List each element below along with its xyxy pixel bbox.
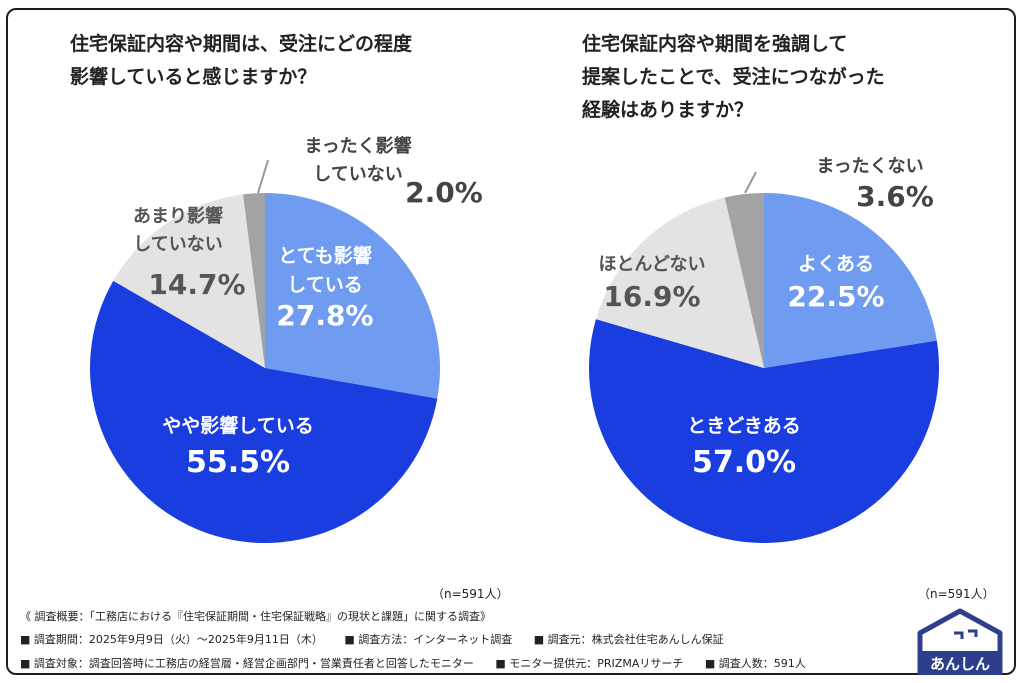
slice-label: やや影響している <box>162 414 313 437</box>
house-logo-icon <box>917 608 1003 675</box>
question-2-line-1: 住宅保証内容や期間を強調して <box>582 33 848 55</box>
slice-value-label: 14.7% <box>148 268 245 301</box>
slice-value-label: 55.5% <box>186 445 290 480</box>
slice-label: まったく影響 <box>304 135 411 157</box>
survey-target: ■ 調査対象：調査回答時に工務店の経営層・経営企画部門・営業責任者と回答したモニ… <box>20 657 474 670</box>
slice-value-label: 2.0% <box>405 176 483 209</box>
survey-overview: 《 調査概要：「工務店における『住宅保証期間・住宅保証戦略』の現状と課題」に関す… <box>20 610 491 623</box>
question-2-line-3: 経験はありますか？ <box>582 99 754 121</box>
slice-value-label: 16.9% <box>603 280 700 313</box>
question-2-line-2: 提案したことで、受注につながった <box>582 66 885 88</box>
question-2-title: 住宅保証内容や期間を強調して 提案したことで、受注につながった 経験はありますか… <box>582 28 885 127</box>
slice-label: していない <box>133 234 222 255</box>
pie-chart-1: とても影響している27.8%やや影響している55.5%あまり影響していない14.… <box>90 135 483 543</box>
anshin-logo: あんしん <box>917 608 1003 675</box>
question-1-line-1: 住宅保証内容や期間は、受注にどの程度 <box>70 33 413 55</box>
pie-slice <box>243 193 265 368</box>
slice-value-label: 27.8% <box>276 299 373 332</box>
survey-organization: ■ 調査元：株式会社住宅あんしん保証 <box>533 633 724 646</box>
pie-slice <box>764 193 937 368</box>
survey-provider: ■ モニター提供元：PRIZMAリサーチ <box>495 657 684 670</box>
question-1-title: 住宅保証内容や期間は、受注にどの程度 影響していると感じますか？ <box>70 28 412 94</box>
slice-label: していない <box>313 164 402 185</box>
leader-line <box>744 171 757 194</box>
survey-method: ■ 調査方法：インターネット調査 <box>344 633 513 646</box>
survey-details-row-2: ■ 調査対象：調査回答時に工務店の経営層・経営企画部門・営業責任者と回答したモニ… <box>20 655 806 671</box>
sample-size-1: （n=591人） <box>432 587 509 601</box>
pie-slice <box>113 194 265 368</box>
survey-count: ■ 調査人数：591人 <box>704 657 806 670</box>
pie-chart-2: よくある 22.5% ときどきある 57.0% ほとんどない 16.9% まったくない 3.6… <box>589 156 939 543</box>
leader-line <box>257 159 269 194</box>
slice-label: ほとんどない <box>598 254 705 275</box>
survey-period: ■ 調査期間：2025年9月9日（火）〜2025年9月11日（木） <box>20 633 323 646</box>
slice-value-label: 57.0% <box>692 445 796 480</box>
pie-slice <box>90 280 438 543</box>
pie-slice <box>589 319 939 543</box>
sample-size-2: （n=591人） <box>918 587 995 601</box>
slice-value-label: 22.5% <box>787 280 884 313</box>
pie-slice <box>724 193 764 368</box>
slice-label: ときどきある <box>687 415 800 437</box>
pie-slice <box>265 193 441 399</box>
survey-details-row-1: ■ 調査期間：2025年9月9日（火）〜2025年9月11日（木） ■ 調査方法… <box>20 631 724 647</box>
pie-slice <box>595 197 764 368</box>
slice-label: まったくない <box>816 156 923 177</box>
slice-value-label: 3.6% <box>856 180 934 213</box>
slice-label: とても影響 <box>278 244 371 267</box>
slice-label: している <box>287 274 362 296</box>
slice-label: あまり影響 <box>133 205 223 227</box>
question-1-line-2: 影響していると感じますか？ <box>70 66 317 88</box>
slice-label: よくある <box>798 253 874 275</box>
logo-text: あんしん <box>930 655 990 673</box>
